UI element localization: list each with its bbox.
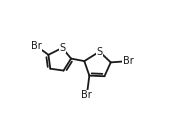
Text: Br: Br bbox=[81, 90, 92, 100]
Text: S: S bbox=[96, 47, 102, 57]
Text: S: S bbox=[59, 43, 65, 53]
Text: Br: Br bbox=[123, 56, 134, 66]
Text: Br: Br bbox=[31, 41, 42, 51]
